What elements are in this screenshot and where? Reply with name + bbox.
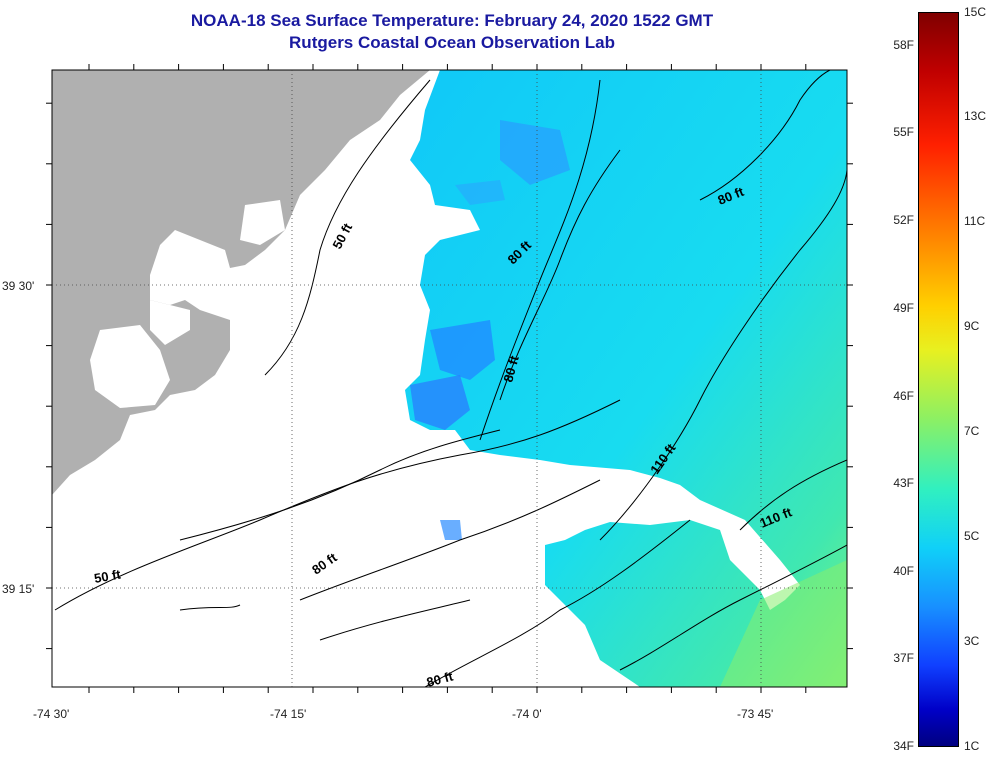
contour-label: 50 ft xyxy=(329,220,355,251)
colorbar-f-label: 52F xyxy=(893,213,914,227)
colorbar-f-label: 43F xyxy=(893,476,914,490)
map-subtitle: Rutgers Coastal Ocean Observation Lab xyxy=(289,33,615,52)
contour-label: 80 ft xyxy=(425,668,455,690)
colorbar-f-label: 58F xyxy=(893,38,914,52)
colorbar-f-label: 49F xyxy=(893,301,914,315)
colorbar-f-label: 40F xyxy=(893,564,914,578)
temperature-colorbar xyxy=(918,12,959,747)
contour-label: 80 ft xyxy=(309,549,340,577)
colorbar-f-label: 34F xyxy=(893,739,914,753)
colorbar-c-label: 15C xyxy=(964,5,987,19)
x-tick-label: -74 15' xyxy=(270,707,306,721)
colorbar-c-label: 3C xyxy=(964,634,980,648)
x-tick-label: -73 45' xyxy=(737,707,773,721)
contour-label: 50 ft xyxy=(93,566,123,586)
map-title-block: NOAA-18 Sea Surface Temperature: Februar… xyxy=(52,10,852,54)
colorbar-c-label: 5C xyxy=(964,529,980,543)
x-tick-label: -74 0' xyxy=(512,707,542,721)
sst-field xyxy=(405,70,847,687)
graticule xyxy=(52,70,847,687)
depth-contours xyxy=(54,70,847,687)
colorbar-c-label: 7C xyxy=(964,424,980,438)
colorbar-f-label: 55F xyxy=(893,125,914,139)
colorbar-f-label: 46F xyxy=(893,389,914,403)
colorbar-c-label: 13C xyxy=(964,109,987,123)
colorbar-c-label: 9C xyxy=(964,319,980,333)
colorbar-f-label: 37F xyxy=(893,651,914,665)
contour-label: 80 ft xyxy=(500,353,522,383)
colorbar-c-label: 1C xyxy=(964,739,980,753)
land-mass xyxy=(52,70,430,495)
map-title: NOAA-18 Sea Surface Temperature: Februar… xyxy=(190,11,714,30)
x-tick-label: -74 30' xyxy=(33,707,69,721)
y-tick-label: 39 15' xyxy=(2,582,34,596)
colorbar-c-label: 11C xyxy=(964,214,986,228)
y-tick-label: 39 30' xyxy=(2,279,34,293)
